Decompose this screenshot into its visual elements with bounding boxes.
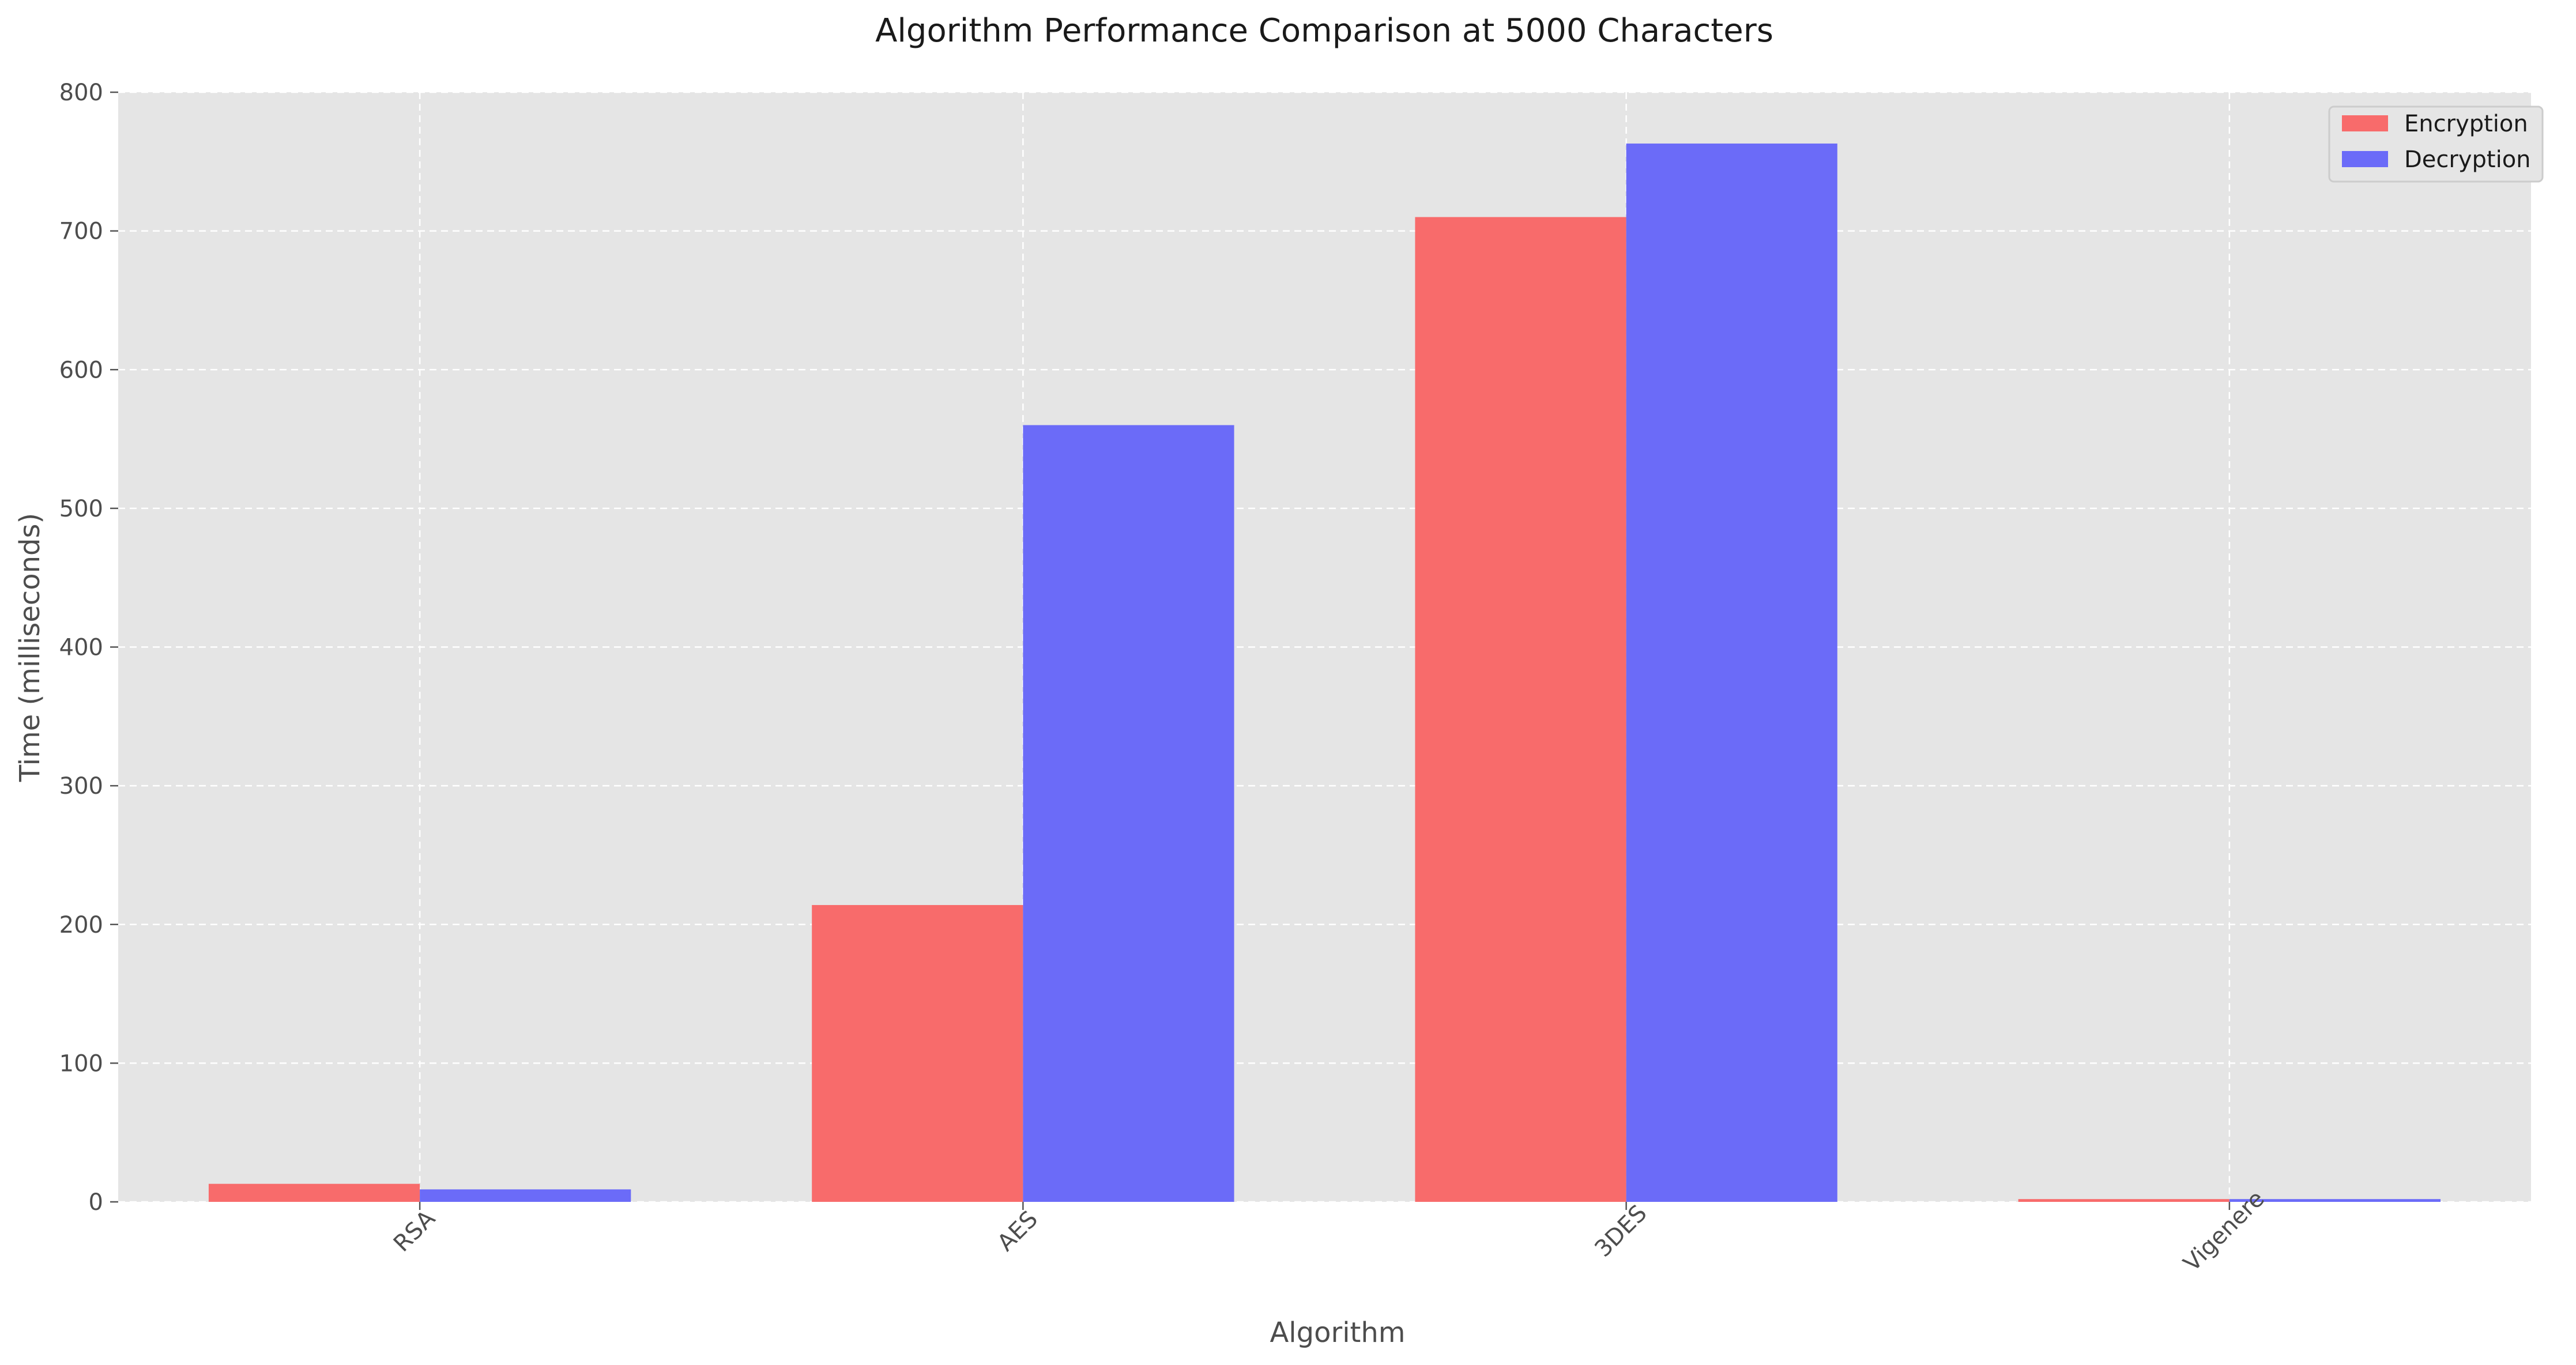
bar-encryption-vigenere [2018,1199,2229,1202]
y-tick-label: 100 [59,1050,103,1077]
bar-decryption-vigenere [2229,1199,2441,1202]
chart-title: Algorithm Performance Comparison at 5000… [875,12,1773,50]
y-tick-label: 700 [59,218,103,245]
axes [110,91,2231,1210]
bar-encryption-aes [812,905,1023,1202]
x-tick-label: AES [992,1206,1043,1257]
y-tick-label: 500 [59,496,103,522]
y-tick-label: 400 [59,635,103,661]
y-tick-label: 800 [59,80,103,106]
bar-encryption-rsa [208,1183,420,1202]
y-axis-label: Time (milliseconds) [14,513,46,782]
legend-label-encryption: Encryption [2404,111,2528,137]
legend: Encryption Decryption [2328,105,2544,183]
bar-decryption-3des [1626,144,1837,1202]
x-tick-label: 3DES [1590,1200,1652,1262]
legend-label-decryption: Decryption [2404,146,2531,173]
y-tick-label: 300 [59,773,103,800]
y-tick-label: 0 [89,1189,103,1216]
legend-swatch-encryption [2342,115,2388,131]
legend-swatch-decryption [2342,151,2388,167]
bar-encryption-3des [1415,217,1626,1202]
x-axis-label: Algorithm [1270,1317,1405,1349]
bars [208,144,2441,1202]
x-tick-label: RSA [389,1205,440,1257]
bar-decryption-rsa [420,1189,631,1202]
y-tick-label: 600 [59,357,103,383]
bar-decryption-aes [1023,425,1234,1202]
y-tick-label: 200 [59,912,103,938]
